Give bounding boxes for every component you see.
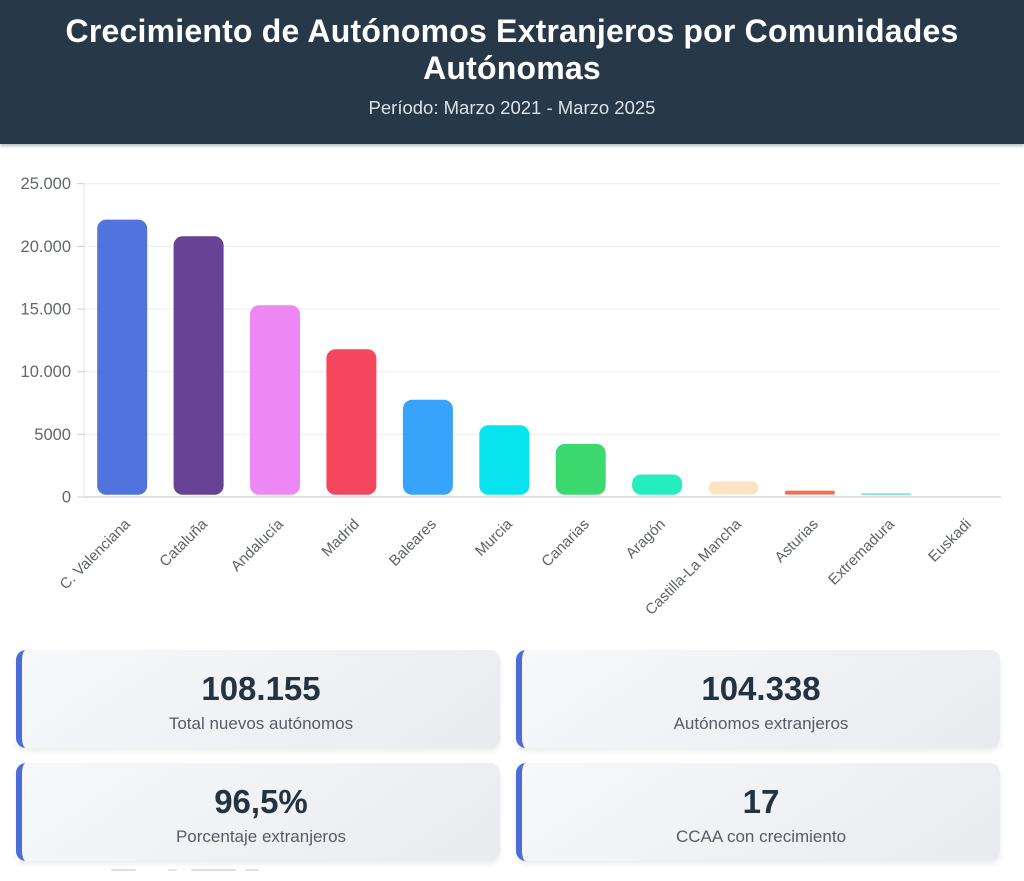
svg-text:5000: 5000 [34, 426, 71, 444]
svg-text:25.000: 25.000 [21, 175, 71, 193]
svg-text:Asturias: Asturias [771, 516, 821, 566]
svg-text:Madrid: Madrid [318, 516, 362, 560]
svg-text:Aragón: Aragón [623, 516, 669, 562]
svg-text:10.000: 10.000 [21, 363, 71, 381]
svg-text:Cataluña: Cataluña [156, 515, 211, 570]
svg-text:Murcia: Murcia [472, 515, 516, 559]
svg-text:Extremadura: Extremadura [825, 515, 898, 588]
svg-text:15.000: 15.000 [21, 301, 71, 319]
svg-text:20.000: 20.000 [21, 238, 71, 256]
svg-text:0: 0 [62, 489, 71, 507]
svg-text:Andalucía: Andalucía [228, 515, 288, 575]
svg-text:C. Valenciana: C. Valenciana [57, 515, 135, 593]
svg-text:Euskadi: Euskadi [925, 516, 975, 566]
svg-text:Canarias: Canarias [538, 516, 592, 570]
svg-text:Baleares: Baleares [386, 516, 440, 570]
